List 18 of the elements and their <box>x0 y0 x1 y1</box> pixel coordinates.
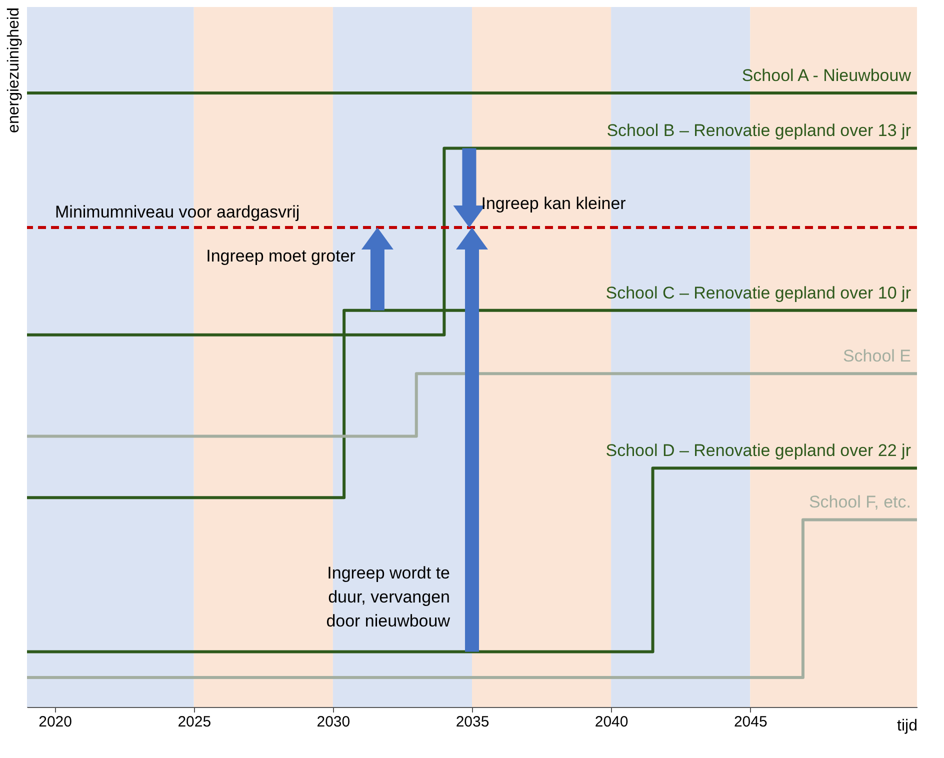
x-tick-label: 2040 <box>594 714 628 730</box>
x-tick-label: 2025 <box>178 714 212 730</box>
series-label: School E <box>842 346 911 366</box>
annotation: Ingreep wordt te duur, vervangen door nieuwbouw <box>326 564 451 631</box>
x-axis-title: tijd <box>897 718 918 734</box>
ref-line-label: Minimumniveau voor aardgasvrij <box>55 202 300 222</box>
series-label: School F, etc. <box>808 492 911 512</box>
x-tick-label: 2045 <box>734 714 768 730</box>
x-tick-label: 2035 <box>456 714 490 730</box>
annotation: Ingreep moet groter <box>206 246 356 266</box>
series-label: School B – Renovatie gepland over 13 jr <box>606 121 912 140</box>
series-label: School C – Renovatie gepland over 10 jr <box>606 283 912 302</box>
x-tick-label: 2020 <box>38 714 72 730</box>
series-label: School D – Renovatie gepland over 22 jr <box>606 441 912 460</box>
x-tick-label: 2030 <box>316 714 350 730</box>
annotation: Ingreep kan kleiner <box>481 194 626 214</box>
y-axis-title: energiezuinigheid <box>6 8 22 133</box>
series-label: School A - Nieuwbouw <box>742 66 912 85</box>
